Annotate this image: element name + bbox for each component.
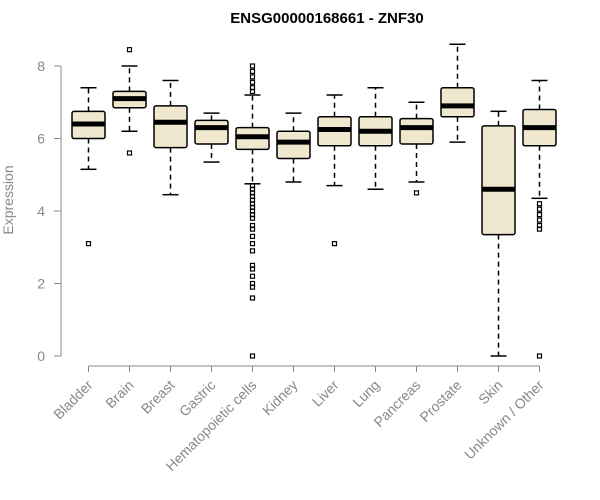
outlier-point <box>249 88 256 94</box>
box-group <box>194 112 229 163</box>
outlier-point <box>536 217 543 223</box>
category-label: Liver <box>309 377 342 410</box>
y-tick-label: 6 <box>37 131 45 147</box>
box-group <box>481 110 516 357</box>
box-group <box>440 43 475 143</box>
category-label: Brain <box>102 377 136 411</box>
outlier-point <box>249 74 256 80</box>
box-group <box>276 112 311 183</box>
outlier-point <box>536 206 543 212</box>
outlier-point <box>536 201 543 207</box>
y-tick-label: 4 <box>37 203 45 219</box>
outlier-point <box>249 273 256 279</box>
outlier-point <box>249 284 256 290</box>
category-label: Skin <box>475 377 506 408</box>
category-label: Breast <box>138 377 178 417</box>
category-label: Bladder <box>50 377 96 423</box>
box-group <box>235 63 270 359</box>
outlier-point <box>249 226 256 232</box>
box-iqr <box>481 125 516 236</box>
category-label: Lung <box>349 377 382 410</box>
box-iqr <box>399 117 434 145</box>
outlier-point <box>126 150 133 156</box>
box-iqr <box>440 87 475 118</box>
y-axis-label: Expression <box>0 165 16 234</box>
outlier-point <box>536 353 543 359</box>
outlier-point <box>249 295 256 301</box>
category-label: Prostate <box>416 377 464 425</box>
outlier-point <box>249 63 256 69</box>
box-group <box>153 79 188 196</box>
box-iqr <box>194 119 229 145</box>
outlier-point <box>249 233 256 239</box>
y-tick-label: 0 <box>37 348 45 364</box>
outlier-point <box>249 353 256 359</box>
box-iqr <box>276 130 311 160</box>
y-tick-label: 2 <box>37 276 45 292</box>
outlier-point <box>536 212 543 218</box>
outlier-point <box>249 68 256 75</box>
chart-title: ENSG00000168661 - ZNF30 <box>230 10 423 27</box>
box-group <box>71 87 106 247</box>
outlier-point <box>331 241 338 247</box>
box-group <box>112 47 147 156</box>
outlier-point <box>413 190 420 196</box>
outlier-point <box>249 248 256 254</box>
y-tick-label: 8 <box>37 58 45 74</box>
outlier-point <box>249 241 256 247</box>
outlier-point <box>85 241 92 247</box>
box-group <box>317 94 352 247</box>
boxes-layer <box>71 43 557 359</box>
outlier-point <box>249 266 256 272</box>
category-label: Kidney <box>259 377 301 419</box>
box-group <box>358 87 393 190</box>
outlier-point <box>249 215 256 221</box>
outlier-point <box>249 79 256 85</box>
outlier-point <box>126 47 133 53</box>
outlier-point <box>536 226 543 232</box>
box-group <box>399 101 434 196</box>
y-axis: 0 2 4 6 8 <box>37 58 62 364</box>
box-iqr <box>153 105 188 149</box>
box-group <box>522 79 557 359</box>
